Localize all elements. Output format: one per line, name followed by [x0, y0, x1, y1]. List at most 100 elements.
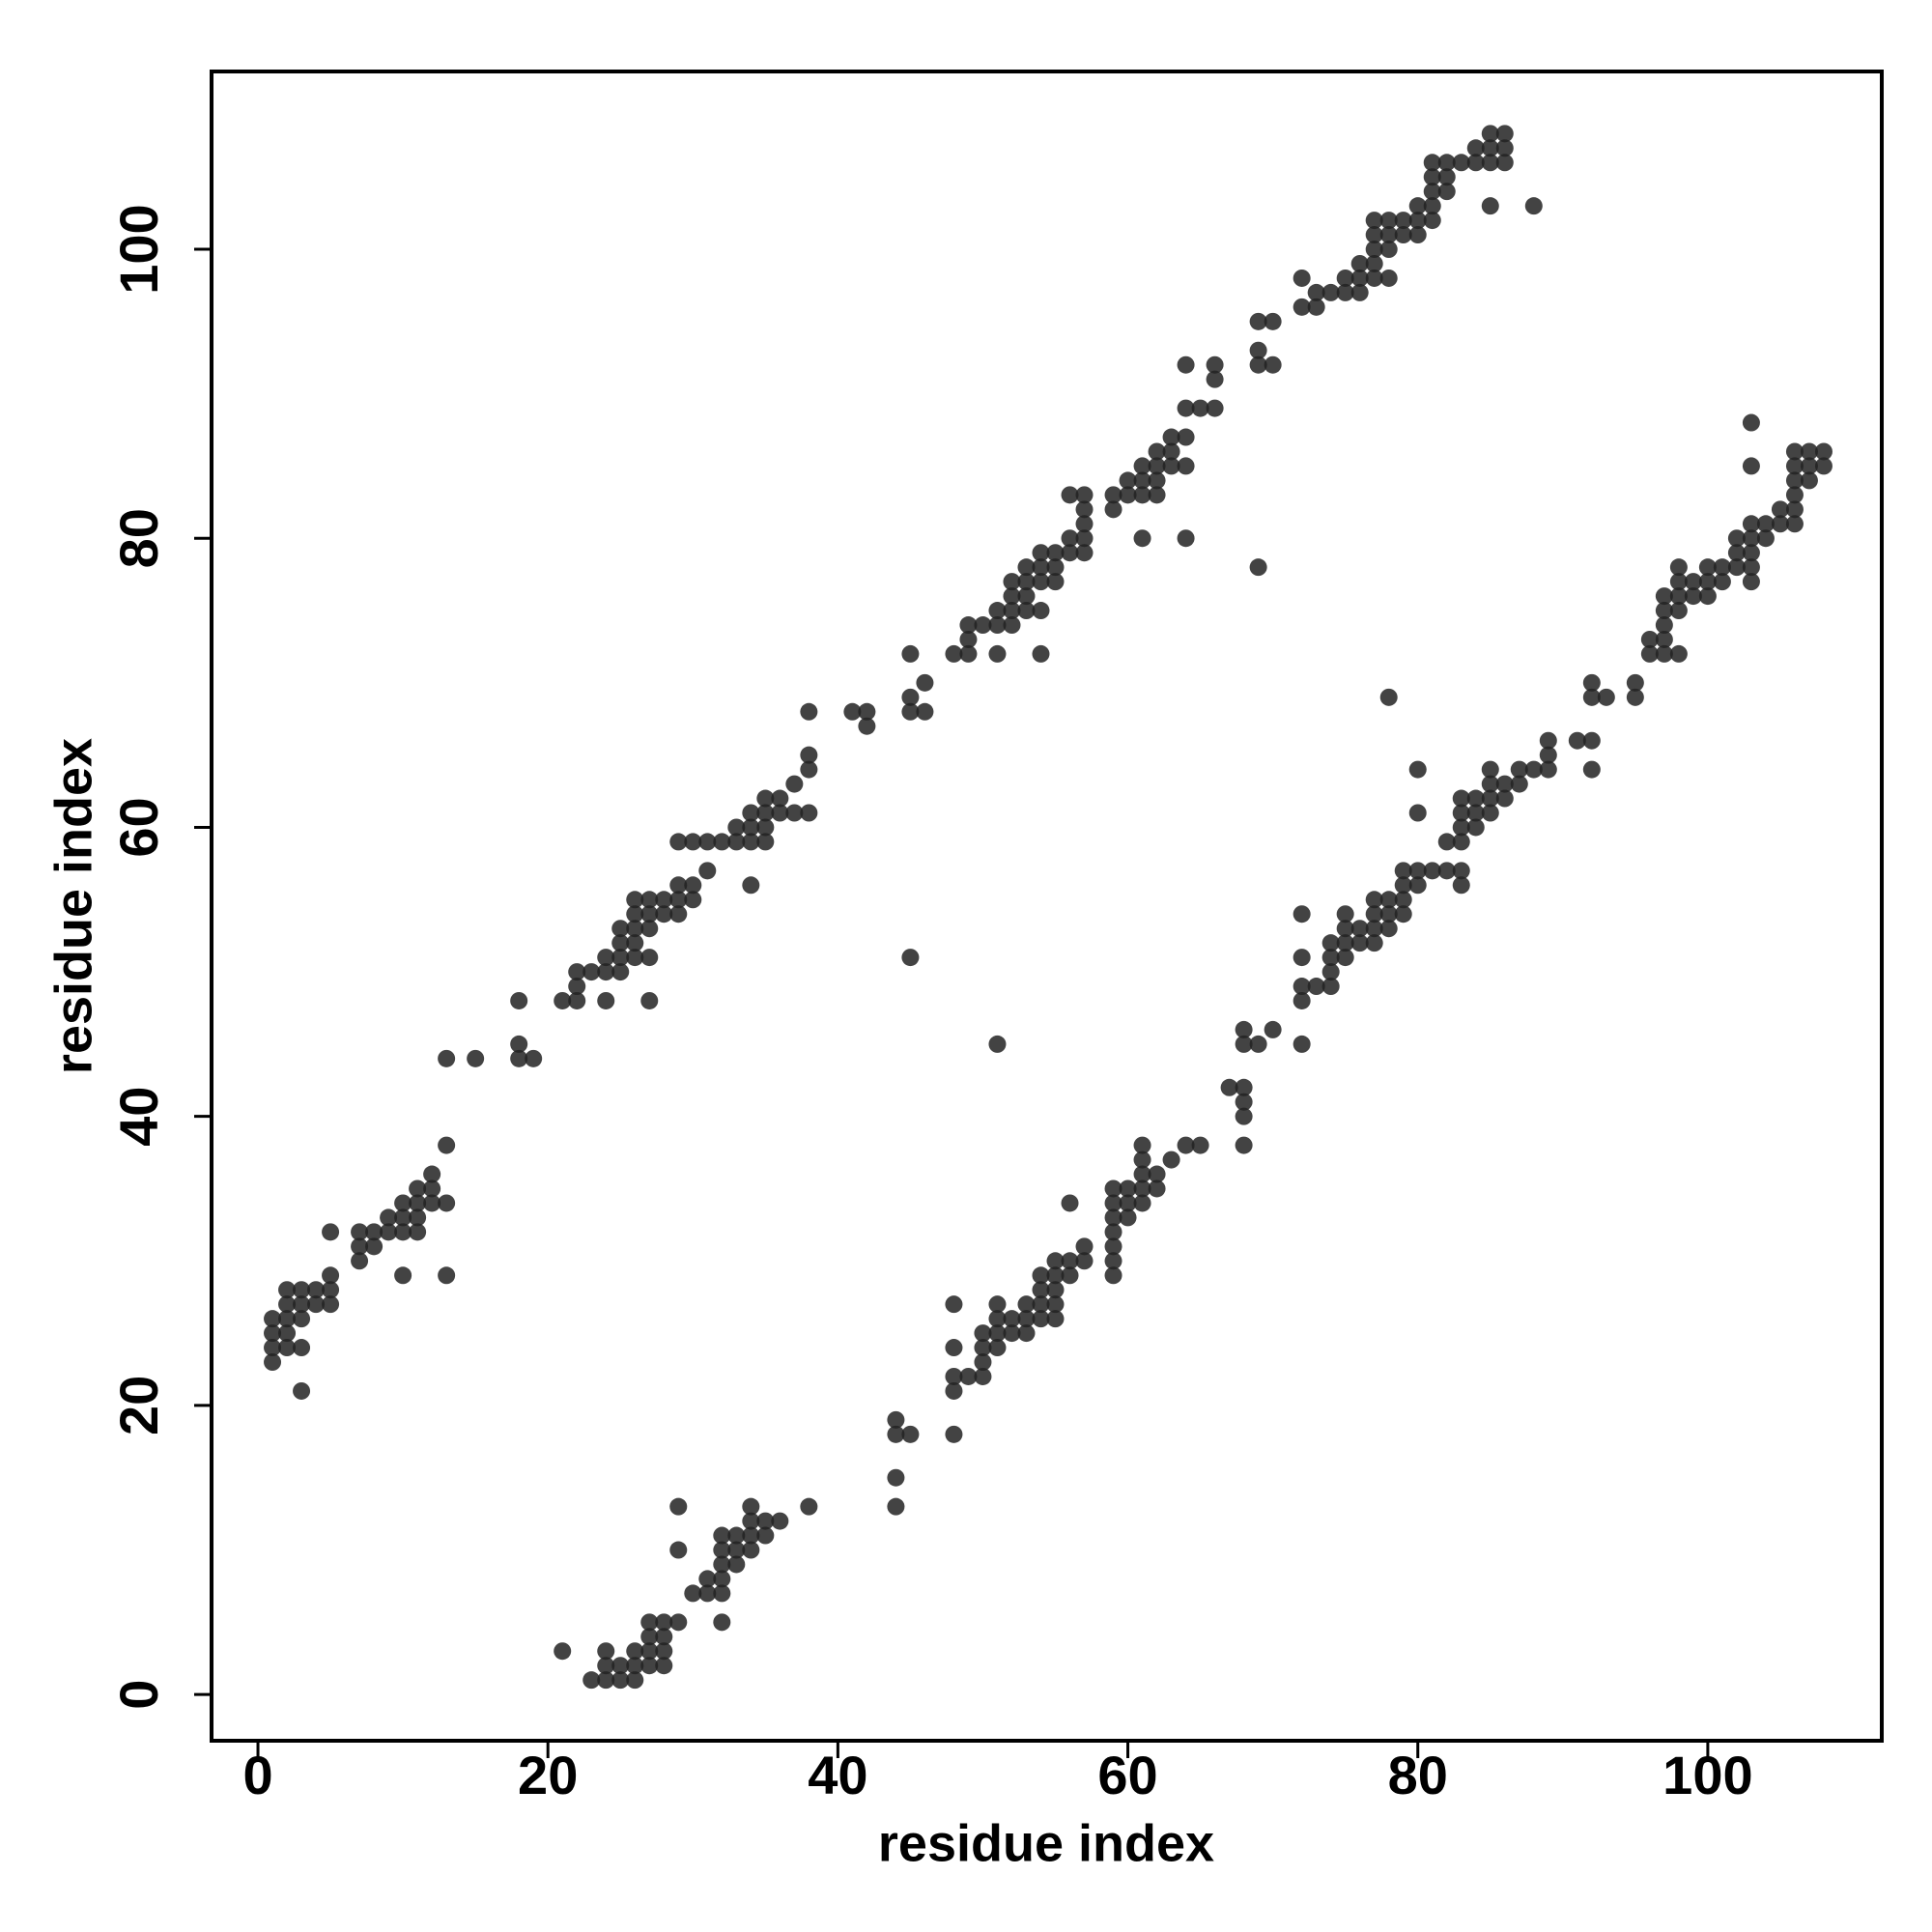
point — [1061, 529, 1079, 548]
point — [1293, 298, 1311, 316]
point — [1437, 168, 1456, 186]
point — [1235, 1020, 1253, 1038]
point — [626, 1642, 644, 1661]
point — [742, 1512, 760, 1530]
point — [1698, 558, 1717, 577]
point — [1640, 630, 1659, 648]
point — [438, 1049, 456, 1067]
point — [901, 688, 920, 706]
point — [1017, 1295, 1036, 1314]
point — [1669, 573, 1688, 591]
point — [800, 1497, 818, 1516]
point — [1597, 688, 1615, 706]
point — [756, 804, 775, 822]
point — [1582, 673, 1601, 692]
point — [597, 1657, 615, 1675]
point — [568, 963, 586, 981]
point — [1003, 602, 1021, 620]
point — [1336, 949, 1354, 967]
point — [1336, 905, 1354, 923]
point — [510, 991, 528, 1009]
point — [640, 949, 659, 967]
point — [423, 1165, 441, 1183]
point — [756, 1512, 775, 1530]
point — [1206, 355, 1224, 374]
point — [1466, 139, 1485, 157]
point — [959, 1367, 978, 1385]
point — [1481, 197, 1499, 215]
point — [945, 644, 963, 663]
point — [1075, 515, 1094, 533]
point — [887, 1497, 905, 1516]
point — [1379, 226, 1398, 244]
point — [1655, 630, 1673, 648]
point — [1249, 558, 1267, 577]
point — [1293, 991, 1311, 1009]
point — [1698, 573, 1717, 591]
point — [1061, 486, 1079, 504]
point — [785, 804, 804, 822]
point — [1046, 1266, 1065, 1285]
point — [1452, 154, 1470, 172]
point — [1336, 283, 1354, 301]
point — [640, 1657, 659, 1675]
point — [1742, 558, 1760, 577]
point — [1220, 1078, 1238, 1096]
point — [1133, 471, 1151, 490]
point — [1524, 760, 1543, 779]
point — [1452, 789, 1470, 808]
point — [1321, 978, 1340, 996]
point — [1742, 529, 1760, 548]
point — [322, 1266, 340, 1285]
point — [901, 702, 920, 721]
point — [626, 949, 644, 967]
point — [640, 1628, 659, 1646]
point — [1046, 1295, 1065, 1314]
point — [974, 616, 992, 635]
point — [1293, 949, 1311, 967]
point — [887, 1410, 905, 1429]
point — [1379, 269, 1398, 287]
point — [1379, 920, 1398, 938]
point — [727, 1555, 746, 1574]
point — [1235, 1093, 1253, 1111]
point — [1510, 775, 1528, 793]
point — [409, 1179, 427, 1198]
y-tick-label: 100 — [108, 204, 169, 294]
point — [1742, 515, 1760, 533]
point — [1133, 1165, 1151, 1183]
point — [1379, 905, 1398, 923]
point — [1032, 558, 1050, 577]
point — [1264, 355, 1282, 374]
point — [655, 905, 673, 923]
point — [1742, 573, 1760, 591]
point — [901, 644, 920, 663]
point — [1061, 1266, 1079, 1285]
point — [611, 949, 630, 967]
point — [1452, 804, 1470, 822]
point — [1350, 254, 1369, 272]
point — [858, 717, 876, 735]
point — [655, 891, 673, 909]
point — [655, 1628, 673, 1646]
point — [1075, 544, 1094, 562]
point — [1336, 269, 1354, 287]
point — [1800, 442, 1818, 461]
point — [1437, 183, 1456, 201]
point — [1104, 1252, 1122, 1270]
y-tick-label: 0 — [108, 1680, 169, 1710]
point — [1104, 1179, 1122, 1198]
point — [1293, 978, 1311, 996]
point — [988, 1295, 1007, 1314]
point — [1785, 500, 1804, 519]
point — [1423, 197, 1441, 215]
point — [742, 1541, 760, 1559]
x-tick-label: 40 — [808, 1745, 867, 1805]
point — [626, 905, 644, 923]
point — [611, 920, 630, 938]
point — [1684, 573, 1702, 591]
point — [756, 818, 775, 837]
point — [1032, 644, 1050, 663]
point — [365, 1223, 384, 1241]
point — [1104, 486, 1122, 504]
